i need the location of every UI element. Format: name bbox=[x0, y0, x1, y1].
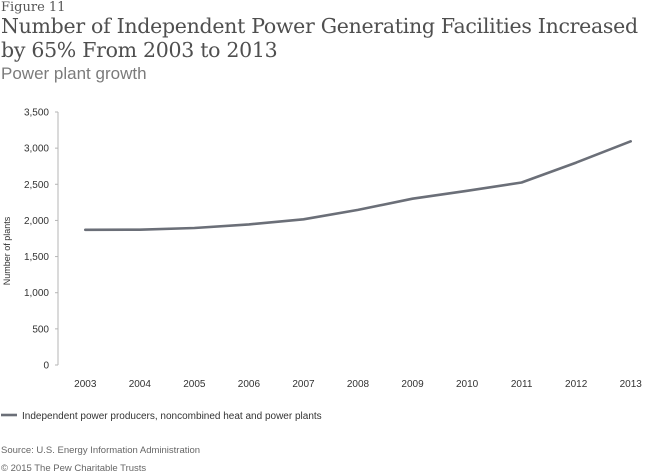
y-tick-label: 2,500 bbox=[24, 180, 49, 191]
y-tick-label: 1,500 bbox=[24, 252, 49, 263]
legend-label: Independent power producers, noncombined… bbox=[22, 411, 322, 422]
y-tick-label: 3,500 bbox=[24, 108, 49, 119]
copyright-note: © 2015 The Pew Charitable Trusts bbox=[1, 463, 147, 474]
chart-title: Number of Independent Power Generating F… bbox=[1, 14, 638, 62]
x-tick-label: 2004 bbox=[129, 379, 152, 390]
x-tick-label: 2013 bbox=[620, 379, 643, 390]
x-tick-label: 2008 bbox=[347, 379, 370, 390]
x-tick-label: 2011 bbox=[511, 379, 533, 390]
x-tick-label: 2007 bbox=[292, 379, 315, 390]
y-tick-label: 2,000 bbox=[24, 216, 49, 227]
source-note: Source: U.S. Energy Information Administ… bbox=[1, 445, 201, 456]
figure-label: Figure 11 bbox=[1, 0, 66, 15]
x-tick-label: 2006 bbox=[238, 379, 261, 390]
x-tick-label: 2012 bbox=[565, 379, 588, 390]
x-tick-label: 2003 bbox=[74, 379, 97, 390]
y-tick-label: 500 bbox=[32, 324, 49, 335]
chart-subtitle: Power plant growth bbox=[1, 64, 147, 83]
y-tick-label: 1,000 bbox=[24, 288, 49, 299]
x-tick-label: 2005 bbox=[183, 379, 206, 390]
x-tick-label: 2009 bbox=[401, 379, 424, 390]
y-tick-label: 3,000 bbox=[24, 144, 49, 155]
x-axis-ticks: 2003 2004 2005 2006 2007 2008 2009 2010 2011 2012… bbox=[74, 379, 642, 390]
y-axis-label: Number of plants bbox=[2, 216, 12, 285]
series-line-independent-power-producers bbox=[84, 140, 632, 232]
y-axis-ticks: 0 500 1,000 1,500 2,000 2,500 3,000 3,500 bbox=[24, 108, 58, 372]
y-tick-label: 0 bbox=[43, 361, 49, 372]
x-tick-label: 2010 bbox=[456, 379, 479, 390]
